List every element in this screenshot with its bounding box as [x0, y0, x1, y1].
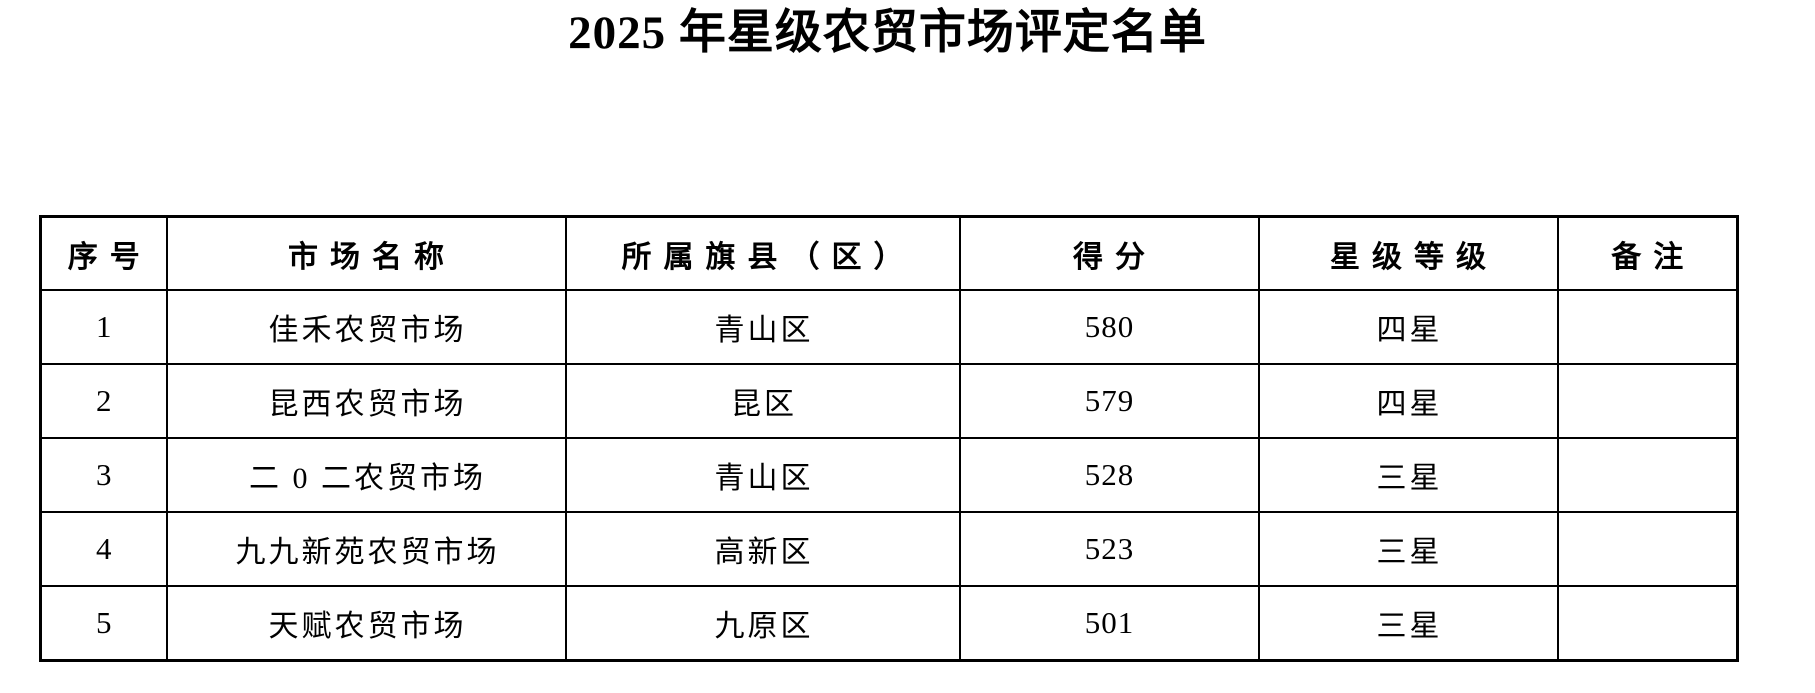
column-header-rating: 星级等级: [1257, 215, 1559, 291]
cell-serial: 4: [39, 511, 168, 587]
table-row: 5 天赋农贸市场 九原区 501 三星: [39, 585, 1739, 662]
cell-score: 523: [958, 511, 1260, 587]
column-header-district: 所属旗县（区）: [564, 215, 961, 291]
cell-remark: [1556, 585, 1739, 662]
cell-district: 青山区: [564, 289, 961, 365]
table-header-row: 序号 市场名称 所属旗县（区） 得分 星级等级 备注: [39, 215, 1739, 291]
cell-district: 九原区: [564, 585, 961, 662]
page-title: 2025 年星级农贸市场评定名单: [568, 7, 1207, 59]
cell-market: 天赋农贸市场: [165, 585, 567, 662]
cell-remark: [1556, 289, 1739, 365]
cell-serial: 5: [39, 585, 168, 662]
cell-rating: 三星: [1257, 511, 1559, 587]
cell-district: 青山区: [564, 437, 961, 513]
cell-score: 579: [958, 363, 1260, 439]
cell-market: 佳禾农贸市场: [165, 289, 567, 365]
table-row: 4 九九新苑农贸市场 高新区 523 三星: [39, 511, 1739, 587]
cell-rating: 四星: [1257, 363, 1559, 439]
cell-remark: [1556, 511, 1739, 587]
table-row: 1 佳禾农贸市场 青山区 580 四星: [39, 289, 1739, 365]
cell-score: 528: [958, 437, 1260, 513]
cell-district: 昆区: [564, 363, 961, 439]
cell-serial: 1: [39, 289, 168, 365]
cell-remark: [1556, 363, 1739, 439]
cell-district: 高新区: [564, 511, 961, 587]
cell-market: 二 0 二农贸市场: [165, 437, 567, 513]
table-row: 3 二 0 二农贸市场 青山区 528 三星: [39, 437, 1739, 513]
cell-serial: 2: [39, 363, 168, 439]
cell-market: 昆西农贸市场: [165, 363, 567, 439]
cell-score: 580: [958, 289, 1260, 365]
star-rating-table: 序号 市场名称 所属旗县（区） 得分 星级等级 备注 1 佳禾农贸市场 青山区 …: [39, 215, 1739, 662]
cell-remark: [1556, 437, 1739, 513]
column-header-score: 得分: [958, 215, 1260, 291]
cell-rating: 三星: [1257, 437, 1559, 513]
cell-score: 501: [958, 585, 1260, 662]
column-header-remark: 备注: [1556, 215, 1739, 291]
column-header-serial: 序号: [39, 215, 168, 291]
cell-rating: 三星: [1257, 585, 1559, 662]
cell-rating: 四星: [1257, 289, 1559, 365]
table-row: 2 昆西农贸市场 昆区 579 四星: [39, 363, 1739, 439]
column-header-market: 市场名称: [165, 215, 567, 291]
cell-serial: 3: [39, 437, 168, 513]
cell-market: 九九新苑农贸市场: [165, 511, 567, 587]
